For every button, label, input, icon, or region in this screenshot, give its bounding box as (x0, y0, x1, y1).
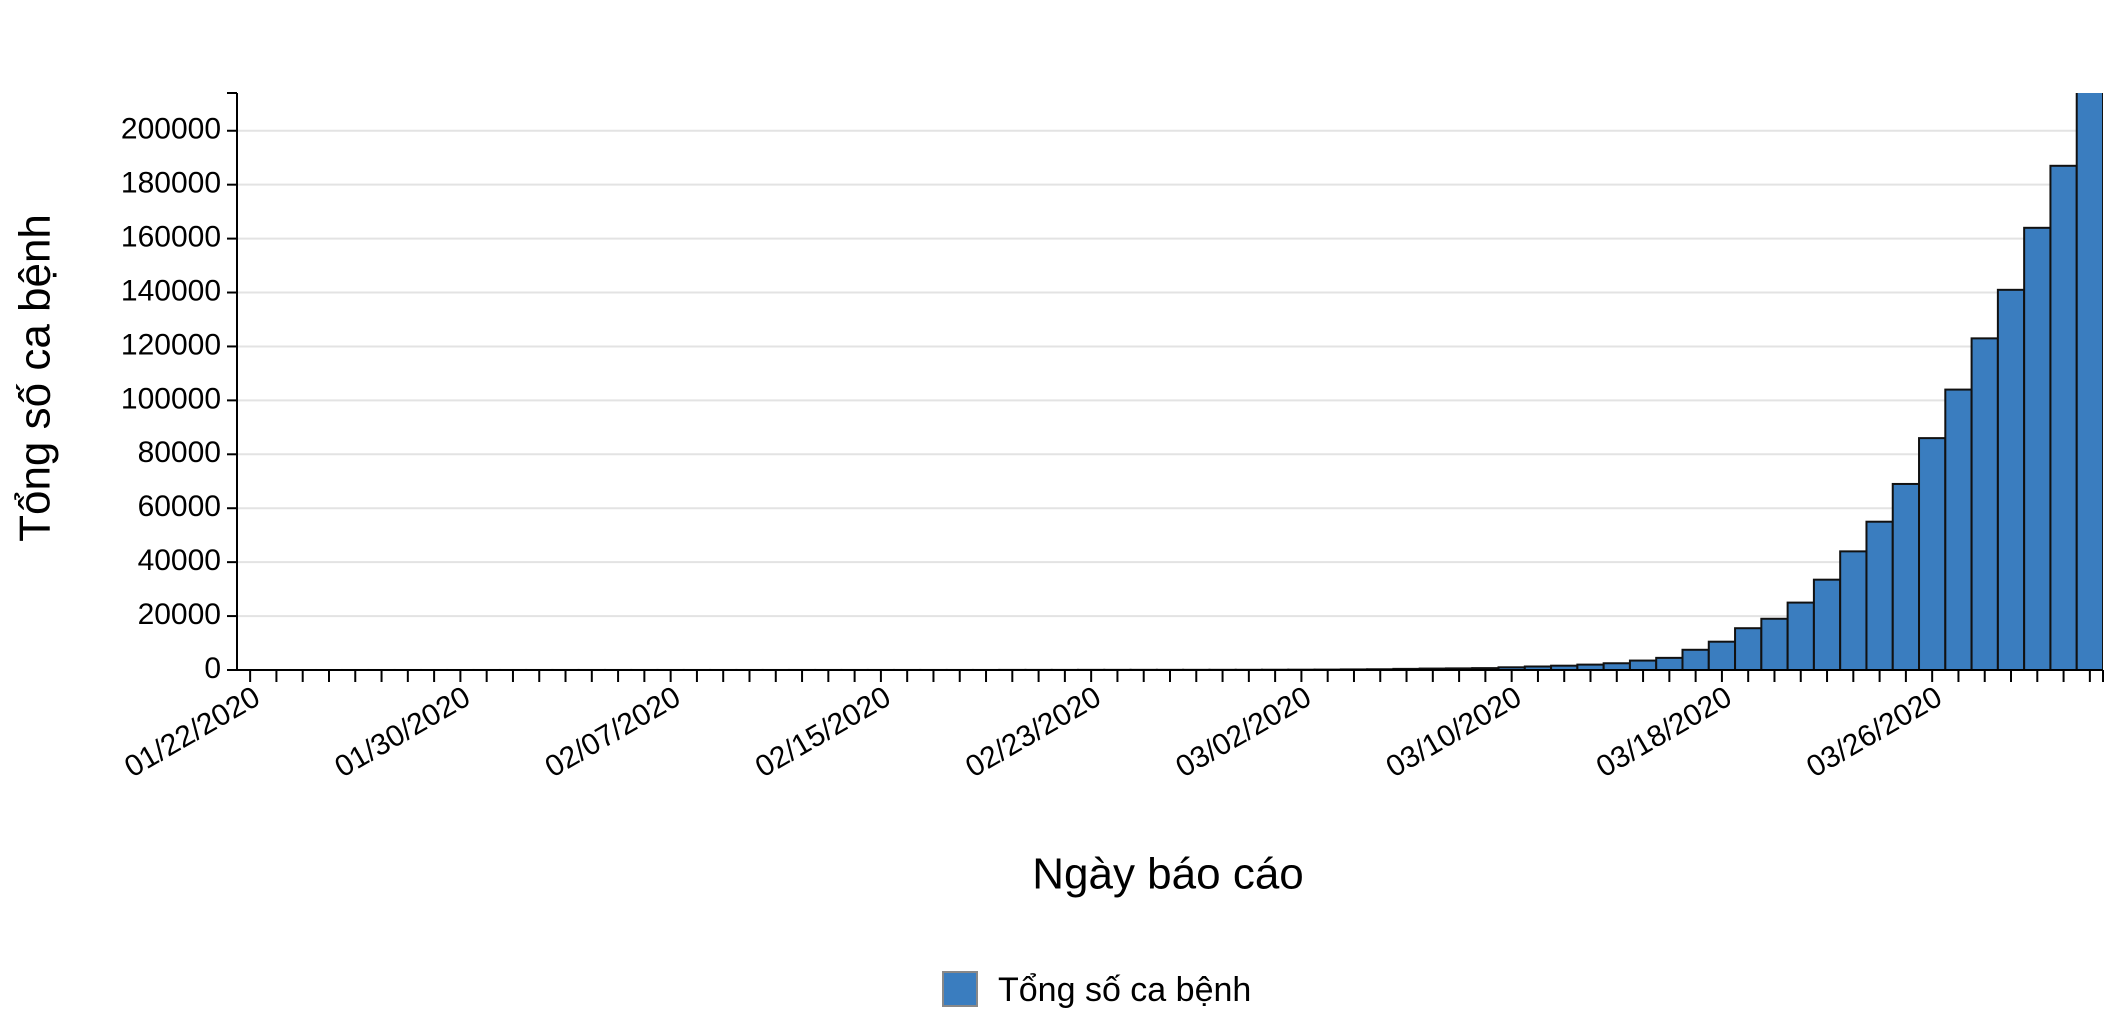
bar (1760, 617, 1789, 672)
legend-swatch (942, 971, 978, 1007)
y-tick-label: 0 (204, 652, 221, 685)
bars (237, 93, 2103, 672)
x-axis-title: Ngày báo cáo (1032, 850, 1304, 899)
x-tick-label: 03/26/2020 (1801, 680, 1948, 784)
bar (1918, 437, 1947, 671)
y-tick-label: 100000 (121, 382, 221, 415)
bar (1865, 520, 1894, 672)
y-tick-label: 120000 (121, 328, 221, 361)
x-tick-label: 03/18/2020 (1591, 680, 1738, 784)
x-tick-label: 03/02/2020 (1170, 680, 1317, 784)
bar (1996, 288, 2026, 671)
bar (1707, 640, 1737, 672)
x-tick-label: 03/10/2020 (1381, 680, 1528, 784)
bar (2023, 226, 2052, 671)
y-tick-label: 80000 (138, 436, 221, 469)
x-tick-label: 02/15/2020 (750, 680, 897, 784)
y-tick-label: 20000 (138, 598, 221, 631)
bar (1891, 482, 1921, 671)
legend-label: Tổng số ca bệnh (998, 971, 1251, 1009)
y-tick-label: 60000 (138, 490, 221, 523)
bar (1628, 659, 1658, 672)
bar (1786, 601, 1815, 671)
bar (2075, 93, 2103, 672)
x-tick-label: 02/23/2020 (960, 680, 1107, 784)
bar (1602, 662, 1631, 671)
y-tick-label: 180000 (121, 167, 221, 200)
y-tick-label: 200000 (121, 113, 221, 146)
y-tick-label: 140000 (121, 274, 221, 307)
bar (1970, 337, 1999, 671)
bar (1655, 656, 1684, 671)
y-tick-label: 160000 (121, 221, 221, 254)
bar (1681, 648, 1710, 671)
axes: 0 20000 40000 60000 80000 100000 120000 140000 1… (119, 92, 2104, 784)
x-tick-label: 01/30/2020 (329, 680, 476, 784)
bar (1812, 578, 1842, 671)
y-axis-title: Tổng số ca bệnh (11, 214, 60, 542)
x-tick-label: 01/22/2020 (119, 680, 266, 784)
bar (1944, 388, 1973, 671)
bar (1734, 627, 1763, 672)
y-tick-label: 40000 (138, 544, 221, 577)
x-tick-label: 02/07/2020 (540, 680, 687, 784)
bar (1839, 550, 1868, 672)
bar (2049, 164, 2078, 671)
grid (237, 129, 2103, 671)
